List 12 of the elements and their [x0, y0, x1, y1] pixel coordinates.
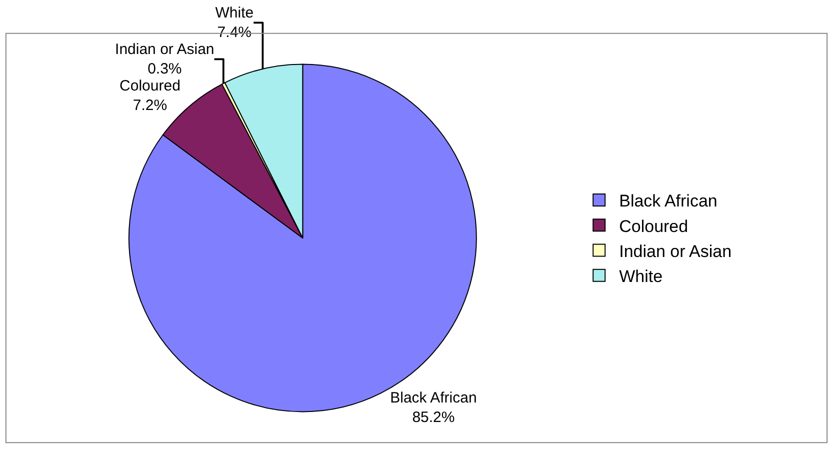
legend-label: Coloured — [619, 216, 688, 236]
slice-label: Indian or Asian — [115, 40, 214, 58]
data-label: 7.4% — [217, 24, 252, 41]
slice-label: Coloured — [120, 77, 180, 94]
data-label: 7.2% — [132, 96, 168, 114]
legend-label: Black African — [619, 192, 718, 211]
slice-label: Black African — [390, 389, 477, 406]
data-label: 0.3% — [148, 60, 182, 78]
slice-label: White — [215, 4, 254, 22]
data-label: 85.2% — [412, 408, 455, 426]
legend-label: Indian or Asian — [619, 242, 732, 261]
legend-label: White — [619, 266, 663, 286]
